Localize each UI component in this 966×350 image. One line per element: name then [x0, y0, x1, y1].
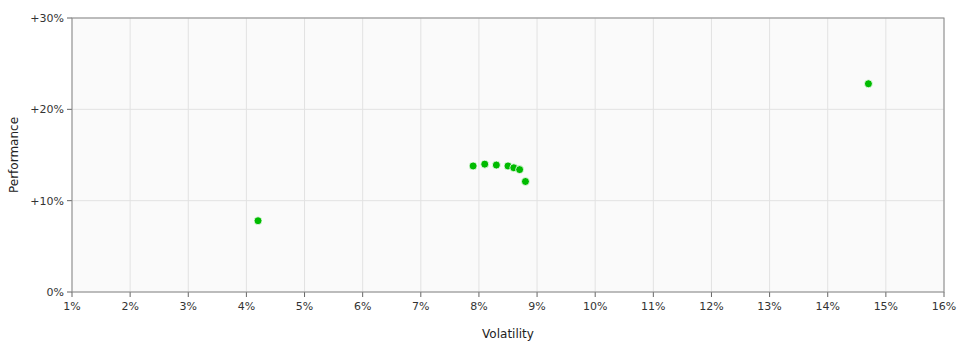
tick-y	[67, 200, 72, 201]
point	[864, 80, 872, 88]
grid-line-x	[478, 18, 479, 292]
axes: 1% 2% 3% 4% 5% 6% 7% 8% 9% 10% 11% 12% 13% 14% 15% 16% 0…	[30, 12, 956, 313]
tick-label-x: 4%	[238, 300, 255, 313]
tick-label-x: 2%	[121, 300, 138, 313]
tick-x	[537, 292, 538, 297]
point	[521, 177, 529, 185]
tick-label-x: 11%	[641, 300, 665, 313]
points	[254, 80, 872, 225]
tick-x	[711, 292, 712, 297]
grid-line-x	[827, 18, 828, 292]
tick-label-y: 0%	[47, 286, 64, 299]
grid-line-x	[130, 18, 131, 292]
grid	[72, 18, 944, 292]
tick-x	[188, 292, 189, 297]
grid-line-x	[595, 18, 596, 292]
grid-line-x	[362, 18, 363, 292]
tick-y	[67, 109, 72, 110]
tick-y	[67, 18, 72, 19]
point	[492, 161, 500, 169]
tick-x	[944, 292, 945, 297]
tick-label-x: 6%	[354, 300, 371, 313]
tick-label-x: 12%	[699, 300, 723, 313]
tick-x	[420, 292, 421, 297]
point	[469, 162, 477, 170]
tick-x	[769, 292, 770, 297]
chart: 1% 2% 3% 4% 5% 6% 7% 8% 9% 10% 11% 12% 13% 14% 15% 16% 0…	[0, 0, 966, 350]
grid-line-x	[246, 18, 247, 292]
point	[254, 217, 262, 225]
y-axis-label: Performance	[7, 117, 21, 193]
tick-label-x: 15%	[874, 300, 898, 313]
grid-line-x	[885, 18, 886, 292]
tick-x	[885, 292, 886, 297]
grid-line-y	[72, 109, 944, 110]
grid-line-x	[769, 18, 770, 292]
tick-label-y: +10%	[30, 195, 64, 208]
grid-line-x	[420, 18, 421, 292]
plot-area	[72, 18, 944, 292]
tick-label-x: 13%	[757, 300, 781, 313]
tick-label-x: 14%	[816, 300, 840, 313]
tick-x	[595, 292, 596, 297]
tick-label-x: 3%	[180, 300, 197, 313]
tick-label-x: 8%	[470, 300, 487, 313]
grid-line-x	[304, 18, 305, 292]
tick-label-x: 16%	[932, 300, 956, 313]
tick-x	[130, 292, 131, 297]
chart-container: 1% 2% 3% 4% 5% 6% 7% 8% 9% 10% 11% 12% 13% 14% 15% 16% 0…	[0, 0, 966, 350]
point	[516, 166, 524, 174]
tick-label-x: 5%	[296, 300, 313, 313]
point	[481, 160, 489, 168]
tick-label-y: +30%	[30, 12, 64, 25]
grid-line-y	[72, 200, 944, 201]
x-axis-label: Volatility	[482, 327, 534, 341]
tick-label-x: 1%	[63, 300, 80, 313]
tick-x	[304, 292, 305, 297]
grid-line-x	[653, 18, 654, 292]
tick-x	[478, 292, 479, 297]
tick-label-y: +20%	[30, 103, 64, 116]
tick-label-x: 10%	[583, 300, 607, 313]
grid-line-x	[537, 18, 538, 292]
tick-x	[72, 292, 73, 297]
tick-x	[362, 292, 363, 297]
tick-x	[653, 292, 654, 297]
grid-line-x	[188, 18, 189, 292]
tick-x	[246, 292, 247, 297]
tick-label-x: 9%	[528, 300, 545, 313]
tick-y	[67, 292, 72, 293]
tick-x	[827, 292, 828, 297]
tick-label-x: 7%	[412, 300, 429, 313]
plot-frame	[72, 18, 944, 292]
grid-line-x	[711, 18, 712, 292]
